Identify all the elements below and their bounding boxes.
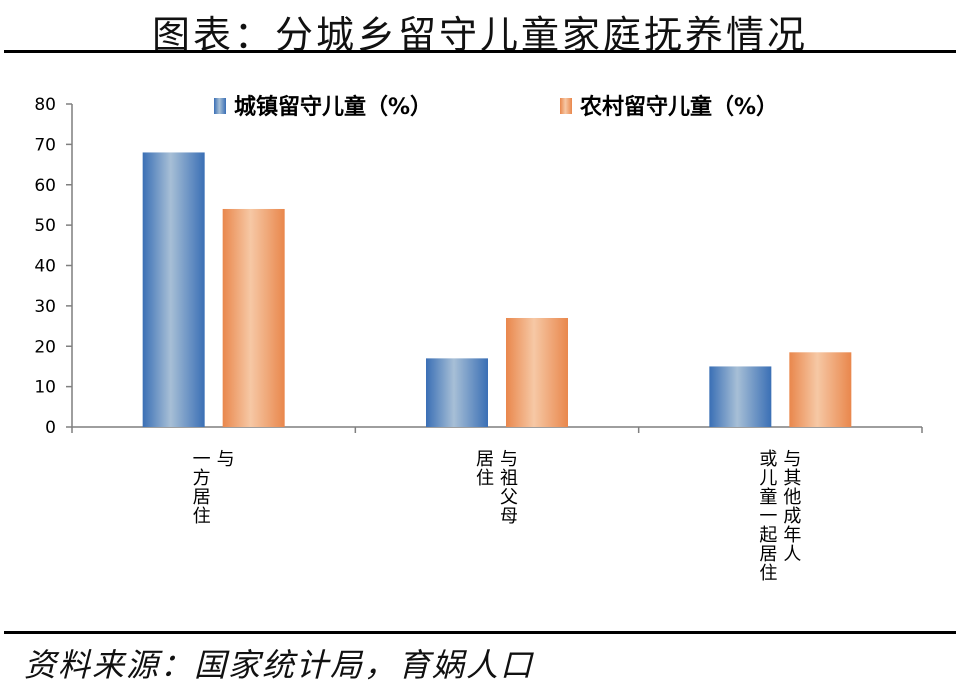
x-category-char: 他	[783, 487, 801, 508]
x-category-char: 童	[759, 487, 777, 508]
x-category-char: 住	[759, 563, 777, 584]
x-category-label: 或儿童一起居住	[759, 449, 777, 584]
bottom-rule	[4, 631, 956, 634]
y-tick-label: 40	[34, 257, 56, 277]
legend-swatch	[560, 98, 572, 114]
x-category-char: 其	[783, 468, 801, 489]
legend-label: 农村留守儿童（%）	[579, 94, 778, 120]
top-rule	[4, 50, 956, 53]
y-tick-label: 80	[34, 95, 56, 115]
y-tick-label: 30	[34, 297, 56, 317]
x-category-char: 与	[500, 449, 518, 470]
page-title: 图表：分城乡留守儿童家庭抚养情况	[151, 13, 808, 57]
x-category-label: 与	[217, 449, 235, 470]
x-category-char: 与	[217, 449, 235, 470]
x-category-char: 一	[193, 449, 211, 470]
x-category-char: 住	[193, 506, 211, 527]
x-category-label: 一方居住	[193, 449, 211, 527]
x-category-char: 居	[476, 449, 494, 470]
x-category-char: 居	[193, 487, 211, 508]
y-tick-label: 0	[45, 418, 56, 438]
y-tick-label: 20	[34, 337, 56, 357]
legend-label: 城镇留守儿童（%）	[234, 94, 432, 120]
bar	[506, 317, 568, 427]
legend: 城镇留守儿童（%） 农村留守儿童（%）	[214, 94, 778, 120]
x-category-char: 起	[759, 525, 777, 546]
x-category-char: 成	[783, 506, 801, 527]
bar	[222, 208, 285, 427]
y-tick-label: 70	[34, 135, 56, 155]
x-category-char: 居	[759, 544, 777, 565]
x-category-char: 祖	[500, 468, 518, 489]
bar	[142, 152, 205, 427]
x-category-char: 儿	[759, 468, 777, 489]
bar	[789, 352, 852, 427]
x-category-char: 母	[500, 506, 518, 527]
x-category-char: 方	[193, 468, 211, 489]
x-category-char: 住	[476, 468, 494, 489]
x-category-char: 与	[783, 449, 801, 470]
y-tick-label: 10	[34, 378, 56, 398]
x-category-char: 或	[759, 449, 777, 470]
bar	[709, 366, 772, 427]
bars	[142, 152, 852, 427]
x-category-label: 与其他成年人	[783, 449, 801, 565]
axes: 0 10 20 30 40 50 60 70 80	[34, 95, 923, 438]
legend-swatch	[214, 98, 226, 114]
source-note: 资料来源：国家统计局，育娲人口	[24, 646, 535, 684]
x-category-char: 父	[500, 487, 518, 508]
x-category-char: 人	[783, 544, 801, 565]
bar	[426, 358, 488, 427]
y-tick-label: 50	[34, 216, 56, 236]
x-category-char: 年	[783, 525, 801, 546]
y-tick-label: 60	[34, 176, 56, 196]
x-category-label: 与祖父母	[500, 449, 518, 527]
x-category-label: 居住	[476, 449, 494, 489]
x-category-char: 一	[759, 506, 777, 527]
